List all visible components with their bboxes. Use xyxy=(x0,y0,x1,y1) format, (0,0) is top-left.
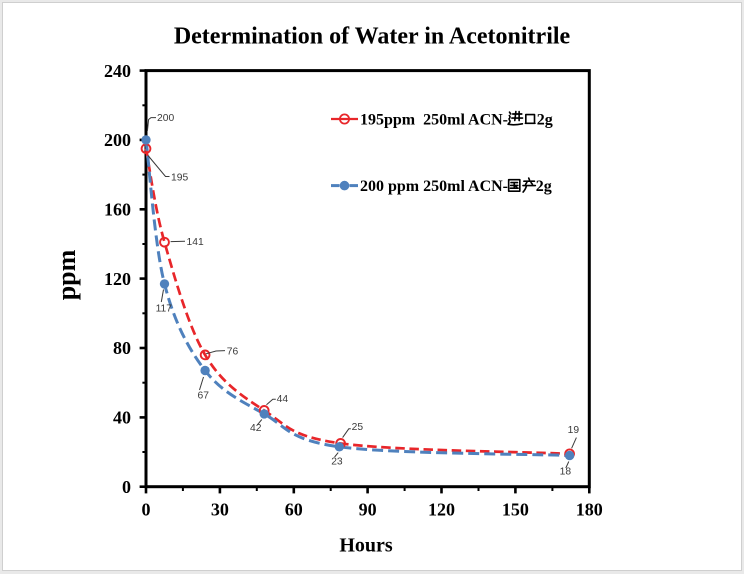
svg-text:2g: 2g xyxy=(537,112,553,129)
svg-text:150: 150 xyxy=(502,500,529,520)
svg-text:200 ppm 250ml ACN-: 200 ppm 250ml ACN- xyxy=(360,178,508,195)
svg-text:200: 200 xyxy=(104,130,131,150)
svg-text:195: 195 xyxy=(171,172,188,183)
svg-text:240: 240 xyxy=(104,61,131,81)
svg-text:120: 120 xyxy=(104,269,131,289)
svg-text:200: 200 xyxy=(157,113,174,124)
svg-text:Hours: Hours xyxy=(339,535,393,557)
svg-text:Determination of Water in Acet: Determination of Water in Acetonitrile xyxy=(174,24,571,50)
svg-text:42: 42 xyxy=(250,423,262,434)
svg-text:90: 90 xyxy=(359,500,377,520)
svg-text:120: 120 xyxy=(428,500,455,520)
svg-text:0: 0 xyxy=(142,500,151,520)
svg-text:180: 180 xyxy=(576,500,603,520)
svg-text:76: 76 xyxy=(227,346,239,357)
svg-text:117: 117 xyxy=(156,303,173,314)
svg-text:30: 30 xyxy=(211,500,229,520)
svg-text:0: 0 xyxy=(122,477,131,497)
svg-text:23: 23 xyxy=(331,456,343,467)
svg-text:19: 19 xyxy=(568,425,580,436)
svg-text:ppm: ppm xyxy=(52,249,81,300)
svg-text:160: 160 xyxy=(104,200,131,220)
svg-text:2g: 2g xyxy=(536,178,552,195)
svg-text:25: 25 xyxy=(352,422,364,433)
svg-text:67: 67 xyxy=(198,390,210,401)
svg-text:40: 40 xyxy=(113,408,131,428)
svg-text:18: 18 xyxy=(560,466,572,477)
svg-text:195ppm 250ml ACN-: 195ppm 250ml ACN- xyxy=(360,112,508,129)
svg-text:80: 80 xyxy=(113,338,131,358)
svg-text:141: 141 xyxy=(187,237,204,248)
svg-text:44: 44 xyxy=(277,394,289,405)
svg-text:60: 60 xyxy=(285,500,303,520)
